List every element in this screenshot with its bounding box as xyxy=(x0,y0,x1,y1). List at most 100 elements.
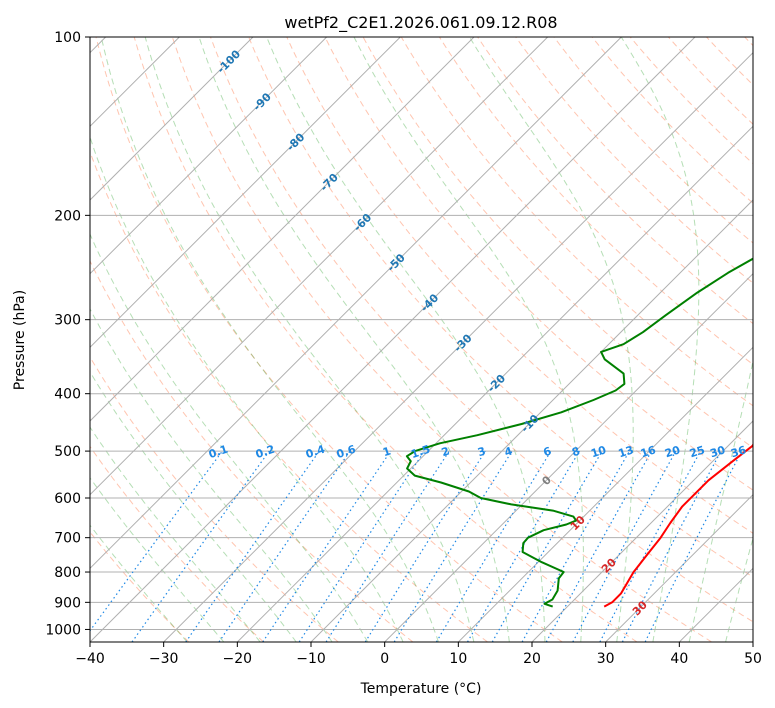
mixing-ratio-line xyxy=(262,450,392,642)
y-tick-label: 700 xyxy=(54,531,81,547)
moist-adiabat-line xyxy=(725,536,753,642)
x-tick-label: 10 xyxy=(449,651,467,667)
y-tick-label: 100 xyxy=(54,30,81,46)
grid-layer xyxy=(90,37,753,642)
dry-adiabat-line xyxy=(90,259,414,642)
plot-frame xyxy=(89,36,754,643)
y-tick-label: 300 xyxy=(54,313,81,329)
mixing-ratio-label: 0.2 xyxy=(254,443,277,461)
y-tick-label: 500 xyxy=(54,444,81,460)
mixing-ratio-label: 0.1 xyxy=(207,443,230,461)
isotherm-line xyxy=(531,420,753,642)
mixing-ratio-line xyxy=(364,450,486,642)
moist-adiabat-line xyxy=(90,232,369,642)
dewpoint-profile-line xyxy=(405,257,753,608)
isotherm-line xyxy=(90,37,254,201)
mixing-ratio-line xyxy=(599,450,702,642)
y-tick-label: 800 xyxy=(54,565,81,581)
mixing-ratio-label: 1 xyxy=(381,445,392,460)
isotherm-line xyxy=(90,37,401,349)
x-tick-label: −20 xyxy=(223,651,253,667)
moist-adiabat-line xyxy=(353,37,584,642)
mixing-ratio-label: 0.4 xyxy=(304,443,327,461)
x-tick-label: −10 xyxy=(296,651,326,667)
mixing-ratio-label: 30 xyxy=(708,443,727,460)
moist-adiabat-line xyxy=(90,308,333,642)
moist-adiabat-line xyxy=(100,37,439,642)
isotherm-line xyxy=(90,37,328,275)
x-tick-label: 0 xyxy=(380,651,389,667)
moist-adiabat-line xyxy=(144,37,475,642)
temperature-profile-line xyxy=(603,443,753,608)
moist-adiabat-line xyxy=(266,37,546,642)
x-tick-label: 20 xyxy=(523,651,541,667)
y-tick-label: 600 xyxy=(54,491,81,507)
isotherm-line xyxy=(605,493,753,642)
mixing-ratio-line xyxy=(298,450,425,642)
x-tick-label: 30 xyxy=(597,651,615,667)
mixing-ratio-label: 0.6 xyxy=(335,443,358,461)
mixing-ratio-line xyxy=(325,450,450,642)
mixing-ratio-label: 2 xyxy=(440,445,451,460)
y-axis-title: Pressure (hPa) xyxy=(12,290,28,390)
mixing-ratio-label: 6 xyxy=(542,444,554,459)
dry-adiabat-line xyxy=(248,37,753,578)
dry-adiabat-line xyxy=(90,445,264,642)
moist-adiabat-line xyxy=(90,524,188,642)
mixing-ratio-label: 4 xyxy=(503,444,515,459)
isotherm-line xyxy=(90,37,549,496)
mixing-ratio-line xyxy=(393,450,513,642)
data-layer xyxy=(405,257,753,608)
x-tick-label: 50 xyxy=(744,651,762,667)
dry-adiabat-line xyxy=(133,37,638,642)
moist-adiabat-line xyxy=(90,135,404,642)
mixing-ratio-line xyxy=(572,450,677,642)
isotherm-line xyxy=(384,272,753,642)
moist-adiabat-line xyxy=(620,37,700,642)
axes-layer: −40 −30 −20 −10 0 10 20 30 40 50 1000 900 800 700 600 5… xyxy=(45,30,762,667)
y-tick-label: 200 xyxy=(54,208,81,224)
isotherm-line xyxy=(90,37,696,642)
mixing-ratio-label: 16 xyxy=(639,443,658,460)
mixing-ratio-line xyxy=(435,450,552,642)
moist-adiabat-line xyxy=(90,426,261,642)
mixing-ratio-label: 8 xyxy=(570,445,581,460)
mixing-ratio-line xyxy=(218,450,351,642)
dry-adiabat-line xyxy=(171,37,712,642)
y-tick-label: 400 xyxy=(54,387,81,403)
moist-adiabat-line xyxy=(198,37,510,642)
mixing-ratio-line xyxy=(185,450,320,642)
isotherm-line xyxy=(457,346,753,642)
x-tick-label: 40 xyxy=(670,651,688,667)
mixing-ratio-label: 36 xyxy=(729,443,748,460)
dry-adiabat-line xyxy=(95,37,563,642)
mixing-ratio-label: 3 xyxy=(476,445,487,460)
isotherm-line xyxy=(236,125,753,642)
isotherm-line xyxy=(310,199,753,642)
dry-adiabat-line xyxy=(515,37,753,284)
moist-adiabat-line xyxy=(90,476,225,642)
isotherm-line xyxy=(90,37,475,422)
mixing-ratio-label: 10 xyxy=(589,443,608,460)
mixing-ratio-line xyxy=(466,450,580,642)
x-tick-label: −40 xyxy=(75,651,105,667)
dry-adiabat-line xyxy=(324,37,753,491)
y-tick-label: 1000 xyxy=(45,622,81,638)
mixing-ratio-label: 20 xyxy=(663,443,682,460)
mixing-ratio-label: 1.5 xyxy=(409,443,432,461)
x-tick-label: −30 xyxy=(149,651,179,667)
moist-adiabat-line xyxy=(688,358,753,642)
y-tick-label: 900 xyxy=(54,595,81,611)
chart-title: wetPf2_C2E1.2026.061.09.12.R08 xyxy=(284,13,557,33)
moist-adiabat-line xyxy=(90,370,297,642)
isotherm-line xyxy=(90,37,622,570)
dry-adiabat-line xyxy=(286,37,753,534)
isotherm-line xyxy=(163,51,753,642)
mixing-ratio-label: 25 xyxy=(688,443,707,460)
x-axis-title: Temperature (°C) xyxy=(360,681,482,697)
mixing-ratio-label: 13 xyxy=(617,443,636,460)
dry-adiabat-line xyxy=(210,37,753,623)
